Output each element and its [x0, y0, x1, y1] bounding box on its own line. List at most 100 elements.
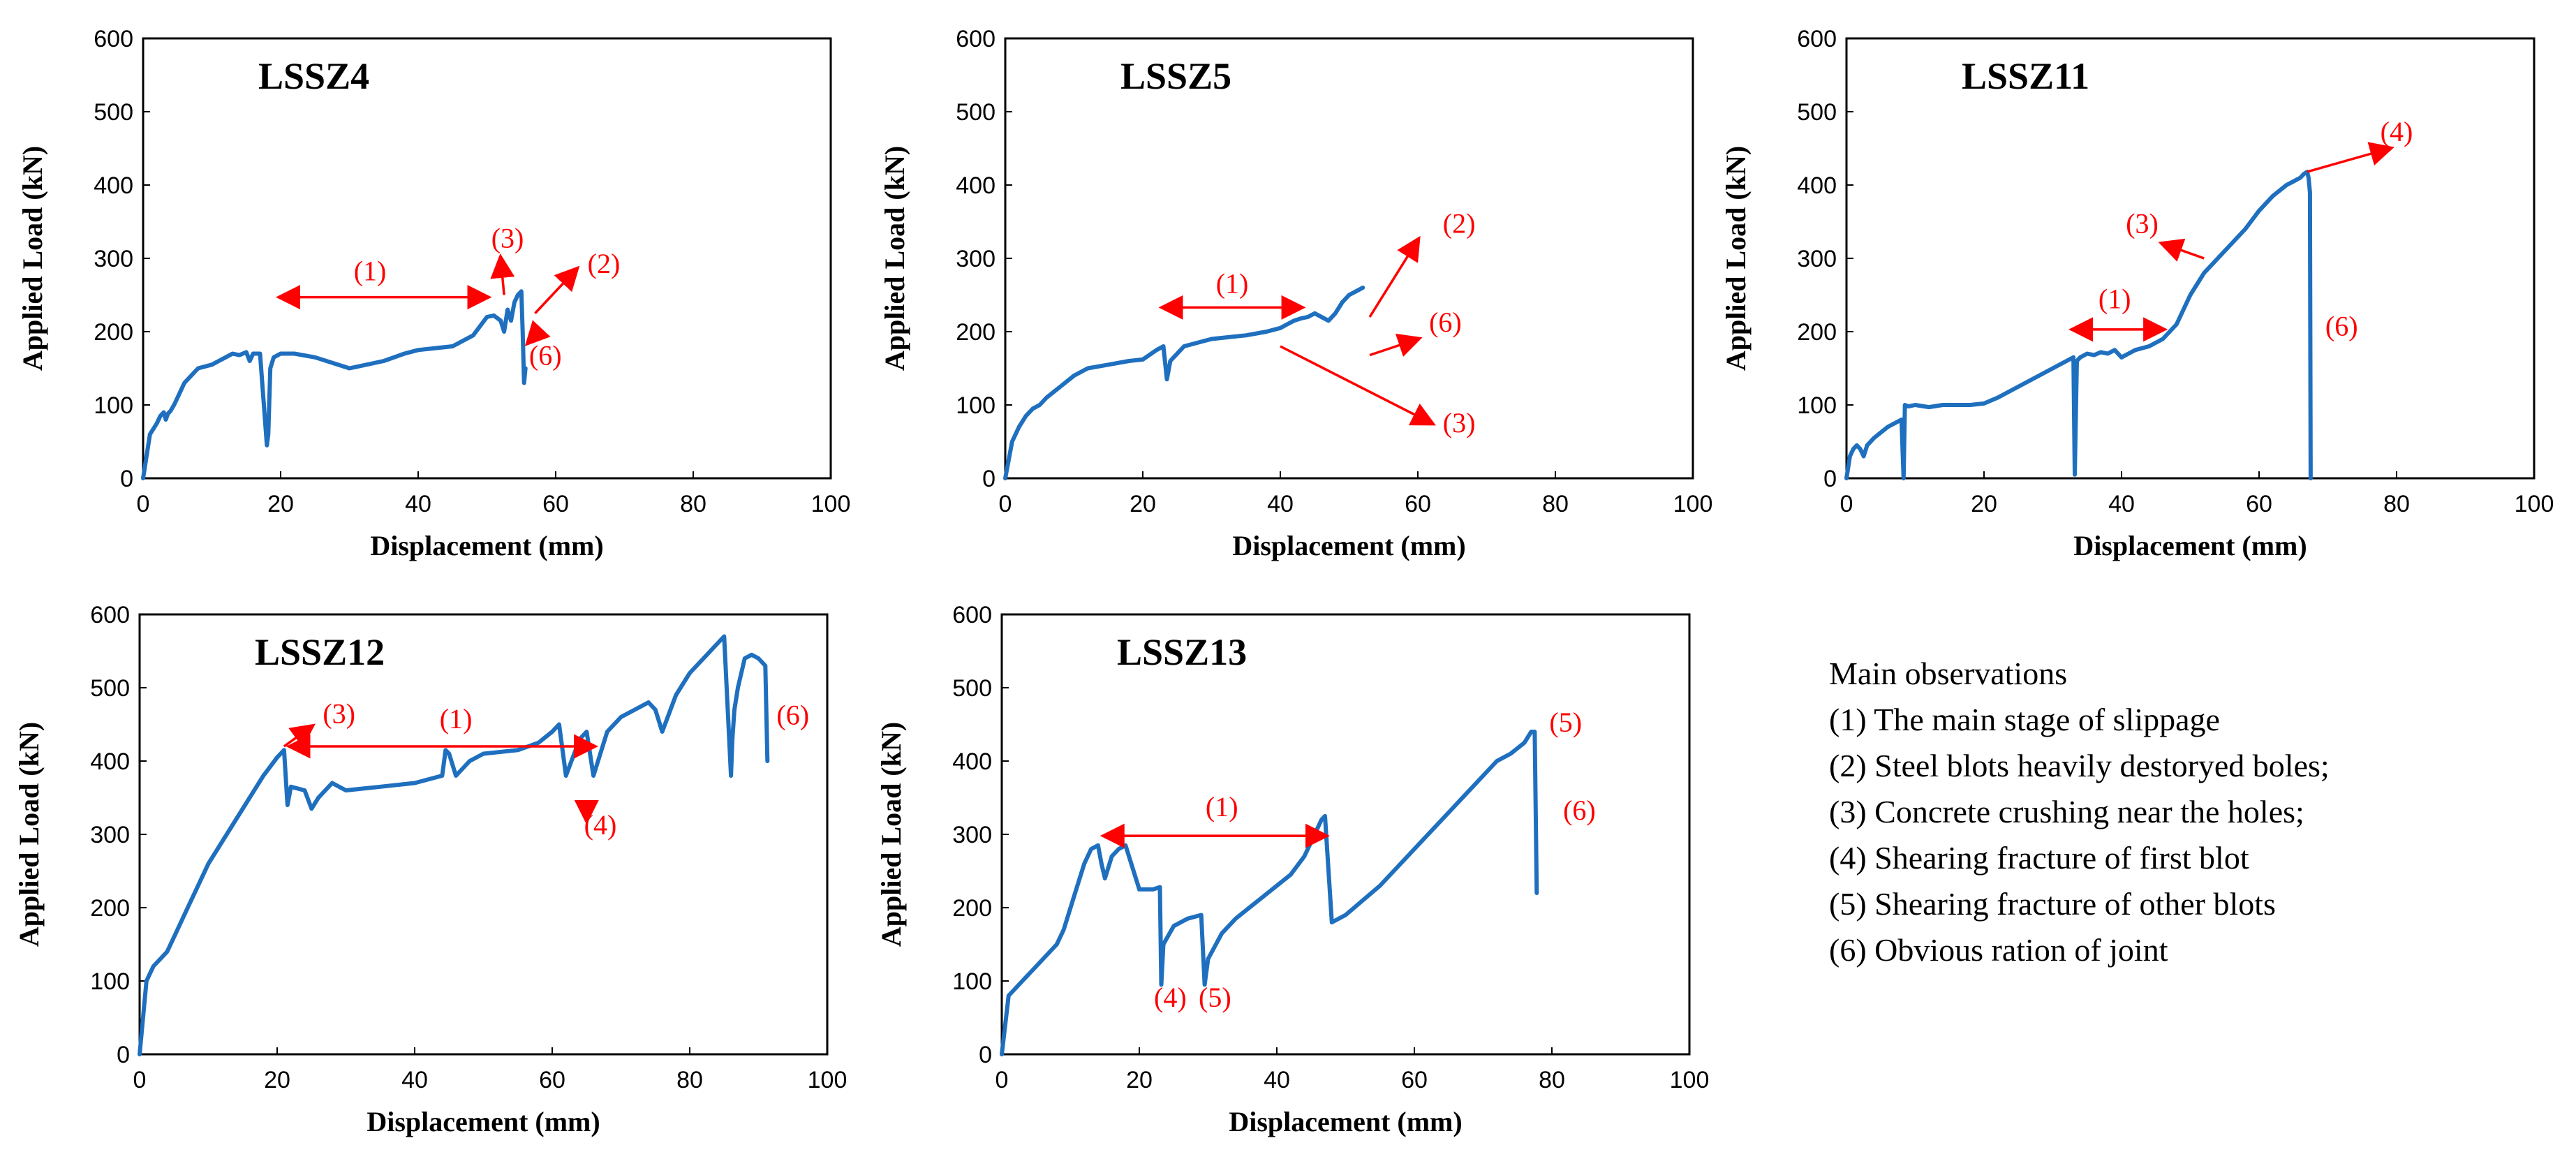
x-tick-label: 40 [1264, 1067, 1290, 1093]
chart-lssz12: 0 100 200 300 400 500 600 0 20 40 60 80 100 Displacem… [13, 602, 847, 1137]
x-tick-label: 20 [1126, 1067, 1153, 1093]
y-tick-label: 600 [956, 26, 995, 52]
y-tick-label: 100 [956, 392, 995, 419]
y-axis-title: Applied Load (kN) [13, 722, 45, 947]
annotation-label: (2) [1443, 207, 1476, 239]
y-tick-label: 600 [94, 26, 133, 52]
annotation-label: (3) [491, 222, 524, 253]
chart-title: LSSZ13 [1117, 631, 1247, 673]
y-tick-label: 300 [956, 246, 995, 272]
annotation-arrow [534, 265, 580, 314]
annotation-label: (1) [440, 703, 473, 735]
x-tick-label: 40 [2108, 491, 2135, 517]
legend-title: Main observations [1829, 656, 2067, 691]
y-tick-label: 0 [117, 1042, 130, 1068]
y-tick-label: 600 [952, 602, 992, 628]
y-tick-label: 400 [956, 172, 995, 199]
x-tick-label: 0 [133, 1067, 147, 1093]
annotation-label: (3) [323, 698, 355, 729]
y-tick-label: 100 [94, 392, 133, 419]
annotation-label: (4) [584, 809, 617, 841]
annotation-label: (2) [588, 248, 621, 279]
x-tick-label: 60 [539, 1067, 565, 1093]
chart-title: LSSZ4 [258, 55, 369, 97]
annotation-label: (1) [354, 256, 387, 287]
y-tick-label: 0 [982, 466, 995, 492]
chart-lssz5: 0 100 200 300 400 500 600 0 20 40 60 80 100 Displacem… [879, 26, 1712, 561]
x-axis-title: Displacement (mm) [367, 1106, 600, 1137]
chart-lssz11: 0 100 200 300 400 500 600 0 20 40 60 80 100 Displacem… [1720, 26, 2554, 561]
x-axis-title: Displacement (mm) [370, 530, 603, 561]
x-tick-label: 100 [2515, 491, 2554, 517]
y-tick-label: 500 [94, 99, 133, 126]
x-tick-label: 40 [401, 1067, 428, 1093]
series-curve [1003, 286, 1365, 480]
x-tick-label: 80 [1542, 491, 1569, 517]
x-tick-label: 20 [1130, 491, 1156, 517]
y-tick-label: 400 [90, 748, 130, 775]
x-tick-label: 100 [1673, 491, 1713, 517]
x-tick-label: 80 [680, 491, 706, 517]
y-axis-title: Applied Load (kN) [875, 722, 907, 947]
annotation-arrow [1369, 333, 1423, 357]
x-axis-title: Displacement (mm) [1232, 530, 1465, 561]
legend-item-4: (4) Shearing fracture of first blot [1829, 840, 2249, 876]
x-tick-label: 0 [1840, 491, 1853, 517]
series-curve [1000, 730, 1539, 1056]
annotation-label: (6) [2325, 310, 2358, 341]
x-tick-label: 20 [267, 491, 294, 517]
x-tick-label: 60 [2246, 491, 2272, 517]
annotation-label: (3) [1443, 407, 1476, 438]
chart-title: LSSZ11 [1962, 55, 2089, 97]
annotation-label: (1) [1206, 791, 1238, 822]
x-tick-label: 100 [1670, 1067, 1710, 1093]
y-tick-label: 200 [952, 895, 992, 922]
y-tick-label: 500 [956, 99, 995, 126]
annotation-arrow [2158, 238, 2205, 262]
y-axis-title: Applied Load (kN) [1720, 146, 1752, 371]
annotation-arrow [524, 320, 551, 346]
chart-title: LSSZ5 [1120, 55, 1231, 97]
plot-area [1845, 37, 2536, 480]
annotation-label: (6) [529, 339, 562, 371]
y-tick-label: 0 [979, 1042, 992, 1068]
y-tick-label: 500 [90, 675, 130, 702]
series-curve [1844, 170, 2313, 480]
y-axis-title: Applied Load (kN) [879, 146, 910, 371]
y-tick-label: 400 [1797, 172, 1837, 199]
y-tick-label: 300 [1797, 246, 1837, 272]
legend-item-5: (5) Shearing fracture of other blots [1829, 886, 2276, 922]
y-tick-label: 600 [90, 602, 130, 628]
series-curve [138, 634, 770, 1056]
x-tick-label: 40 [405, 491, 431, 517]
y-tick-label: 0 [1823, 466, 1837, 492]
y-tick-label: 200 [94, 319, 133, 346]
plot-area [1004, 37, 1694, 480]
y-tick-label: 100 [952, 968, 992, 995]
x-tick-label: 80 [2383, 491, 2410, 517]
legend-item-2: (2) Steel blots heavily destoryed boles; [1829, 748, 2330, 783]
x-axis-title: Displacement (mm) [2073, 530, 2307, 561]
plot-area [1000, 613, 1691, 1056]
annotation-label: (1) [1216, 267, 1249, 299]
plot-area [138, 613, 829, 1056]
x-tick-label: 40 [1267, 491, 1294, 517]
y-tick-label: 300 [94, 246, 133, 272]
annotation-label: (6) [776, 700, 809, 731]
annotation-label: (6) [1563, 795, 1596, 826]
y-tick-label: 300 [90, 822, 130, 848]
y-tick-label: 400 [94, 172, 133, 199]
legend-item-3: (3) Concrete crushing near the holes; [1829, 794, 2304, 829]
annotation-label: (3) [2126, 207, 2159, 239]
plot-area [142, 37, 832, 480]
y-tick-label: 200 [956, 319, 995, 346]
x-tick-label: 0 [999, 491, 1012, 517]
annotation-label: (4) [1154, 982, 1187, 1013]
chart-lssz4: 0 100 200 300 400 500 600 0 20 40 60 80 100 Displacem… [17, 26, 850, 561]
annotation-label: (6) [1429, 307, 1462, 338]
x-tick-label: 100 [811, 491, 851, 517]
y-tick-label: 300 [952, 822, 992, 848]
annotation-arrow [2307, 142, 2394, 173]
annotation-label: (4) [2381, 116, 2413, 147]
